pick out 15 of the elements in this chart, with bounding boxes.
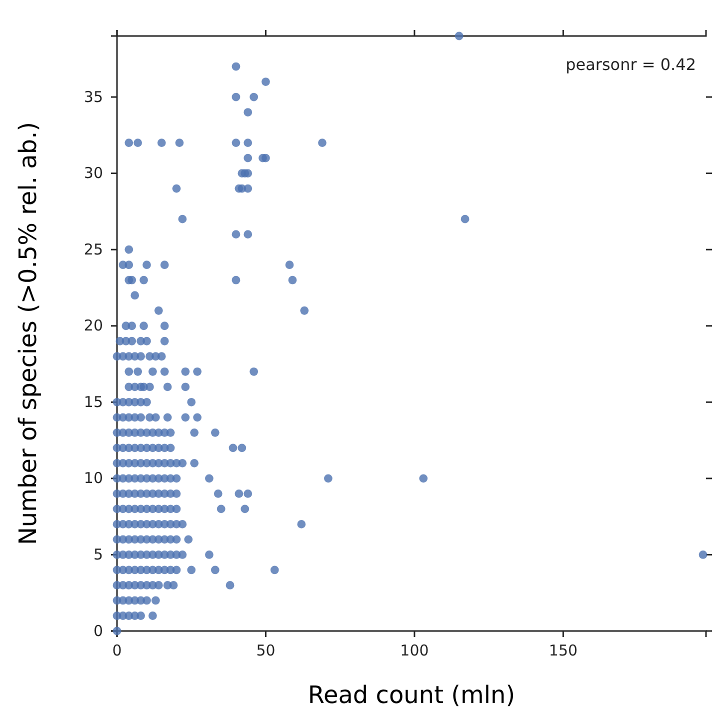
y-tick-label: 25 [84,240,103,258]
x-tick-label: 100 [400,642,429,660]
x-tick-label: 0 [112,642,122,660]
y-tick-label: 20 [84,316,103,335]
x-axis-title: Read count (mln) [308,681,516,709]
y-tick-label: 30 [84,164,103,182]
y-axis-title: Number of species (>0.5% rel. ab.) [14,122,42,546]
y-tick-label: 5 [93,546,103,564]
annotation: pearsonr = 0.42 [566,55,696,74]
y-tick-label: 15 [84,392,103,411]
x-tick-label: 50 [256,642,276,660]
y-tick-label: 0 [93,622,103,640]
y-tick-label: 10 [84,469,103,488]
x-tick-label: 150 [548,642,578,660]
y-tick-label: 35 [84,88,103,106]
